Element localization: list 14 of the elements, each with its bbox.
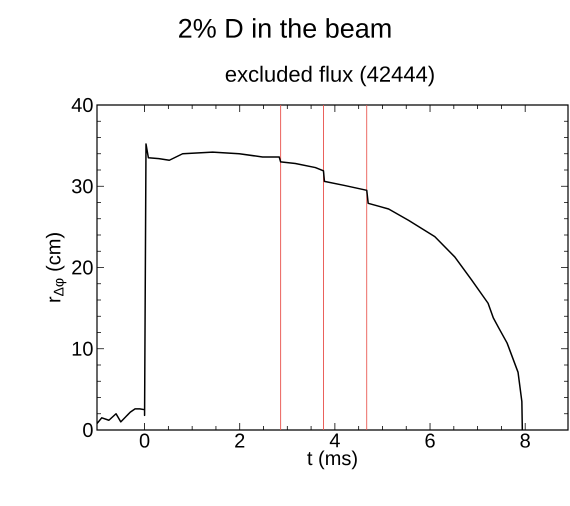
y-tick-label: 0	[83, 422, 93, 438]
x-tick-label: 8	[520, 434, 530, 448]
y-tick-label: 40	[72, 98, 93, 112]
y-tick-label: 30	[72, 179, 93, 194]
x-axis-title: t (ms)	[307, 450, 357, 470]
x-tick-label: 0	[140, 434, 150, 448]
chart-title: 2% D in the beam	[179, 18, 390, 38]
chart-subtitle: excluded flux (42444)	[226, 66, 434, 86]
x-tick-label: 2	[235, 434, 244, 448]
y-tick-label: 10	[72, 342, 93, 356]
x-tick-label: 6	[425, 434, 435, 448]
y-tick-label: 20	[72, 260, 93, 275]
y-axis-title: r$_{Δφ}$ (cm)	[46, 233, 66, 302]
x-tick-label: 4	[330, 434, 340, 448]
